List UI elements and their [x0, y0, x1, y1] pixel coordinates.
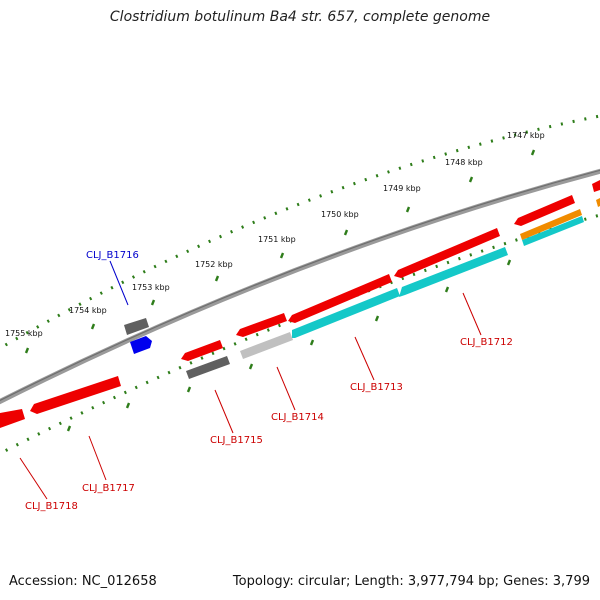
- gene-label: CLJ_B1713: [350, 382, 403, 393]
- gene-feature: [514, 195, 575, 226]
- gene-feature: [399, 247, 508, 297]
- tick-label: 1750 kbp: [321, 210, 359, 219]
- outer-major-ticks: [24, 149, 536, 354]
- gene-feature: [596, 198, 600, 207]
- accession-text: Accession: NC_012658: [9, 574, 157, 589]
- tick-label: 1753 kbp: [132, 283, 170, 292]
- gene-feature: [520, 209, 582, 240]
- gene-labels: CLJ_B1712 CLJ_B1713 CLJ_B1714 CLJ_B1715 …: [25, 250, 513, 512]
- tick-label: 1749 kbp: [383, 184, 421, 193]
- gene-feature: [236, 313, 287, 337]
- label-leaders: [19, 260, 482, 500]
- gene-feature: [292, 288, 400, 338]
- map-title: Clostridium botulinum Ba4 str. 657, comp…: [109, 9, 491, 25]
- gene-feature: [30, 376, 121, 414]
- gene-label: CLJ_B1716: [86, 250, 139, 261]
- gene-feature: [181, 340, 223, 361]
- gene-label: CLJ_B1714: [271, 412, 324, 423]
- gene-label: CLJ_B1717: [82, 483, 135, 494]
- gene-feature: [592, 180, 600, 192]
- genome-summary-text: Topology: circular; Length: 3,977,794 bp…: [232, 574, 590, 589]
- gene-feature: [288, 274, 392, 323]
- gene-feature: [124, 318, 149, 335]
- gene-feature: [130, 336, 152, 354]
- gene-features: [0, 180, 600, 428]
- tick-label: 1748 kbp: [445, 158, 483, 167]
- gene-label: CLJ_B1718: [25, 501, 78, 512]
- tick-label: 1754 kbp: [69, 306, 107, 315]
- genome-backbone: [0, 168, 600, 405]
- gene-label: CLJ_B1715: [210, 435, 263, 446]
- tick-label: 1747 kbp: [507, 131, 545, 140]
- gene-label: CLJ_B1712: [460, 337, 513, 348]
- gene-feature: [240, 332, 293, 359]
- tick-label: 1751 kbp: [258, 235, 296, 244]
- gene-feature: [522, 216, 584, 246]
- tick-labels: 1747 kbp 1748 kbp 1749 kbp 1750 kbp 1751…: [5, 131, 545, 338]
- inner-major-ticks: [66, 259, 512, 432]
- tick-label: 1752 kbp: [195, 260, 233, 269]
- tick-label: 1755 kbp: [5, 329, 43, 338]
- gene-feature: [394, 228, 500, 278]
- gene-feature: [0, 409, 25, 428]
- outer-tick-ring: [0, 114, 600, 350]
- gene-feature: [186, 356, 230, 379]
